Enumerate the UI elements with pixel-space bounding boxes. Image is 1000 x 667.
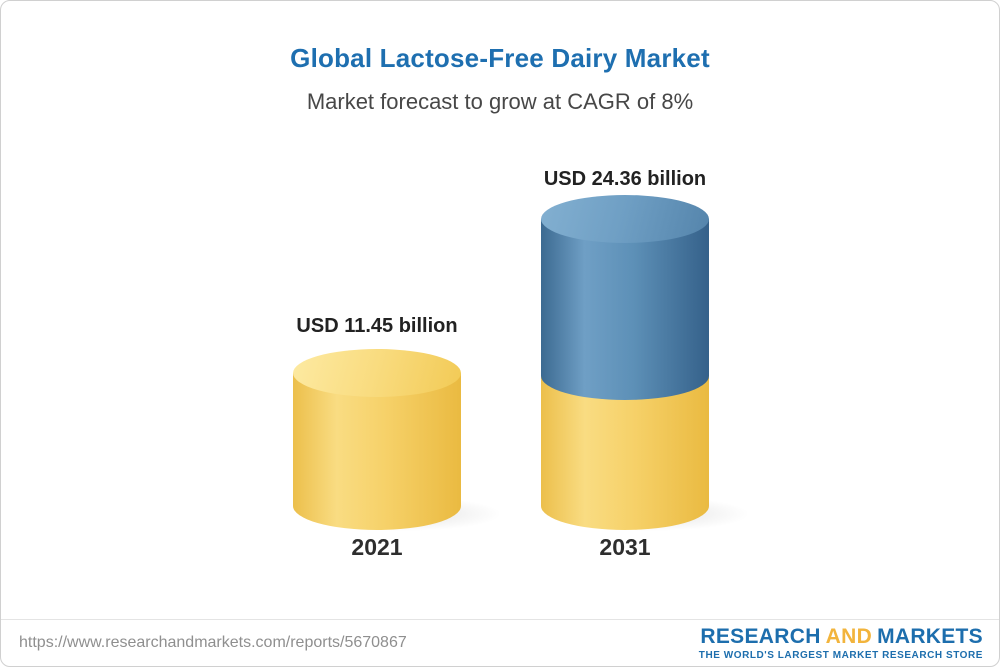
bar-2031-growth-segment [541,219,709,400]
x-axis-label-2021: 2021 [351,534,403,560]
bar-2021-top-cap [293,349,461,397]
report-url: https://www.researchandmarkets.com/repor… [19,634,407,651]
value-label-2021: USD 11.45 billion [296,315,458,337]
x-axis-label-2031: 2031 [599,534,651,560]
logo-tagline: THE WORLD'S LARGEST MARKET RESEARCH STOR… [698,650,983,662]
page-title: Global Lactose-Free Dairy Market [290,43,710,73]
chart-subtitle: Market forecast to grow at CAGR of 8% [306,89,694,114]
research-and-markets-logo: RESEARCH AND MARKETS THE WORLD'S LARGEST M… [699,625,983,661]
bar-2031-base-segment [541,376,709,530]
logo-word-markets: MARKETS [877,624,983,648]
bar-2021-cylinder [293,349,461,530]
logo-wordmark: RESEARCH AND MARKETS [699,625,983,648]
bar-2031-cylinder [541,195,709,530]
logo-word-and: AND [825,624,873,648]
value-label-2031: USD 24.36 billion [543,168,707,190]
bar-2031-top-cap [541,195,709,243]
logo-word-research: RESEARCH [700,624,821,648]
bar-2021-body [293,373,461,530]
footer: https://www.researchandmarkets.com/repor… [1,619,999,666]
